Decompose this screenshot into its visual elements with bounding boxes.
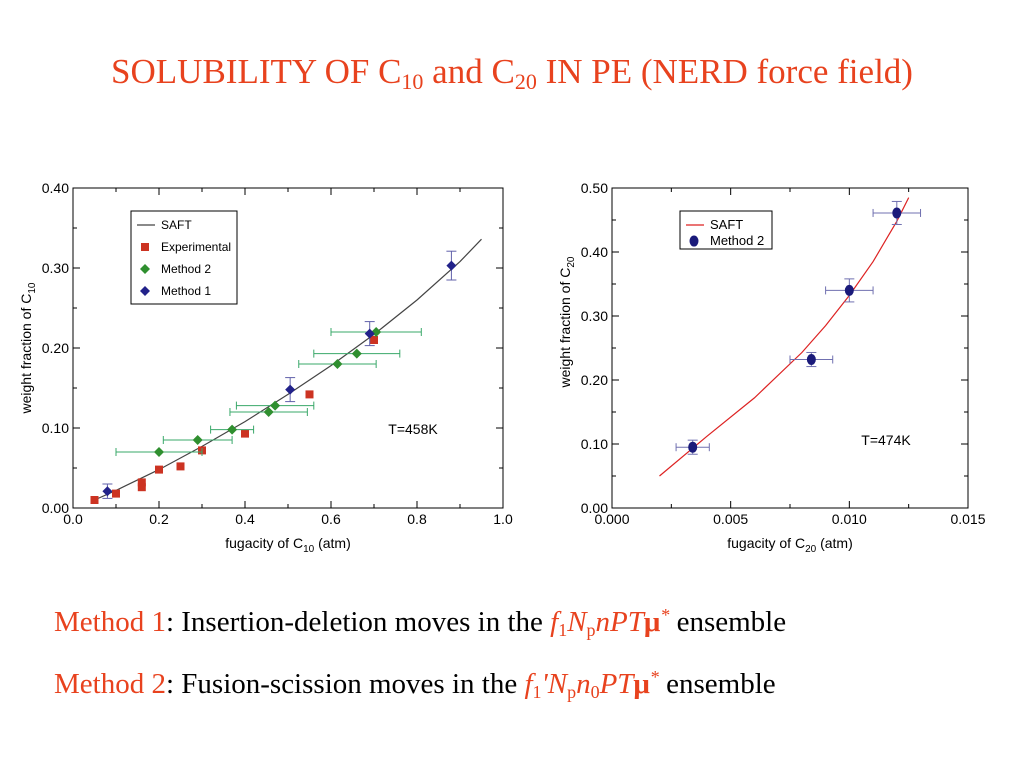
saft-curve: [94, 238, 482, 501]
data-point: [446, 260, 457, 271]
y-tick-label: 0.30: [581, 308, 608, 324]
temperature-annotation: T=474K: [861, 432, 911, 448]
legend-box: [130, 210, 238, 305]
plot-frame: [611, 187, 969, 509]
x-tick-label: 0.005: [713, 511, 748, 527]
legend-marker: [140, 286, 150, 296]
y-tick-label: 0.20: [42, 340, 69, 356]
series-method-2: [675, 200, 922, 455]
x-tick-label: 0.010: [832, 511, 867, 527]
data-point: [176, 462, 185, 471]
data-point: [371, 327, 382, 337]
x-tick-label: 0.6: [321, 511, 341, 527]
y-tick-label: 0.30: [42, 260, 69, 276]
series-method-2: [115, 327, 422, 457]
plot-frame: [72, 187, 504, 509]
temperature-annotation: T=458K: [388, 421, 438, 437]
series-saft: [94, 238, 482, 501]
series-saft: [659, 197, 910, 477]
x-tick-label: 1.0: [493, 511, 513, 527]
x-tick-label: 0.000: [594, 511, 629, 527]
legend-box: [679, 210, 773, 250]
y-tick-label: 0.20: [581, 372, 608, 388]
data-point: [227, 424, 238, 435]
method2-label: Method 2: [54, 668, 166, 700]
data-point: [806, 354, 816, 366]
x-tick-label: 0.8: [407, 511, 427, 527]
series-method-1: [102, 250, 457, 499]
x-tick-label: 0.4: [235, 511, 255, 527]
data-point: [137, 478, 146, 487]
y-tick-label: 0.40: [581, 244, 608, 260]
y-axis-label: weight fraction of C20: [557, 256, 577, 388]
method1-description: Method 1: Insertion-deletion moves in th…: [54, 605, 787, 640]
data-point: [155, 465, 163, 474]
y-tick-label: 0.00: [581, 500, 608, 516]
series-experimental: [90, 336, 378, 504]
data-point: [102, 486, 113, 497]
legend-label: Experimental: [161, 240, 231, 254]
data-point: [844, 284, 854, 296]
legend-label: Method 1: [161, 284, 211, 298]
x-tick-label: 0.0: [63, 511, 83, 527]
data-point: [137, 483, 146, 492]
data-point: [192, 435, 203, 445]
data-point: [90, 496, 99, 504]
y-tick-label: 0.00: [42, 500, 69, 516]
y-tick-label: 0.50: [581, 180, 608, 196]
legend-marker: [689, 235, 699, 247]
data-point: [351, 348, 362, 359]
y-tick-label: 0.10: [42, 420, 69, 436]
legend-label: SAFT: [161, 218, 192, 232]
data-point: [285, 384, 296, 395]
data-point: [370, 336, 378, 344]
data-point: [270, 400, 281, 411]
method2-description: Method 2: Fusion-scission moves in the f…: [54, 667, 776, 702]
data-point: [154, 447, 164, 457]
data-point: [198, 446, 206, 455]
data-point: [688, 441, 698, 453]
y-axis-label: weight fraction of C10: [18, 282, 38, 414]
data-point: [241, 429, 249, 438]
page-title: SOLUBILITY OF C10 and C20 IN PE (NERD fo…: [111, 52, 913, 94]
legend-label: Method 2: [710, 233, 764, 248]
y-tick-label: 0.40: [42, 180, 69, 196]
data-point: [112, 489, 120, 498]
x-axis-label: fugacity of C10 (atm): [225, 535, 351, 555]
method1-label: Method 1: [54, 606, 166, 638]
saft-curve: [659, 197, 910, 477]
legend: SAFT Experimental Method 2 Method 1: [130, 210, 238, 305]
data-point: [892, 207, 902, 219]
legend-label: SAFT: [710, 217, 743, 232]
legend-label: Method 2: [161, 262, 211, 276]
data-point: [364, 328, 375, 339]
data-point: [305, 390, 314, 399]
x-axis-label: fugacity of C20 (atm): [727, 535, 853, 555]
legend-marker: [141, 243, 149, 251]
x-tick-label: 0.015: [950, 511, 985, 527]
y-tick-label: 0.10: [581, 436, 608, 452]
legend-marker: [140, 264, 150, 274]
x-tick-label: 0.2: [149, 511, 169, 527]
data-point: [263, 407, 274, 417]
data-point: [332, 359, 343, 369]
